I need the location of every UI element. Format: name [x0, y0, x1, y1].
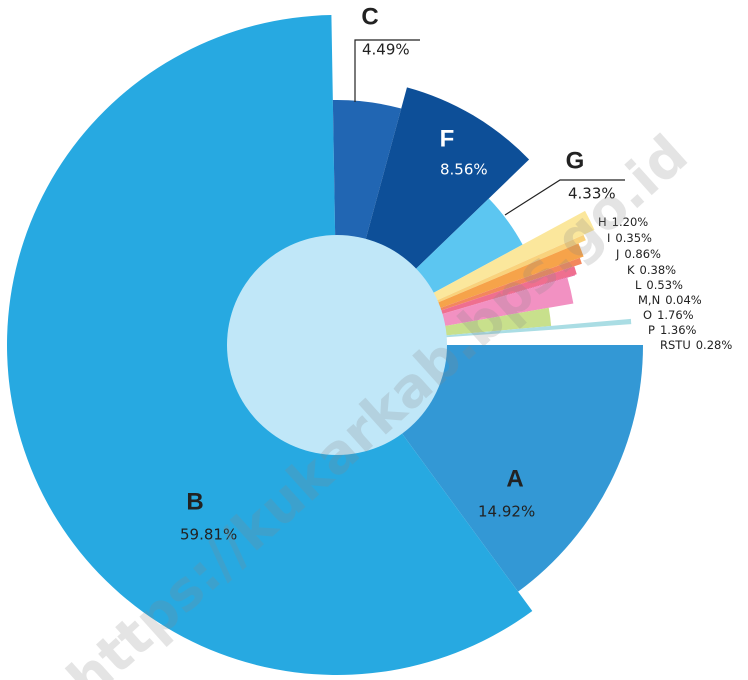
slice-name: M,N	[638, 293, 660, 307]
slice-name: C	[361, 3, 378, 30]
slice-value-label: 1.20%	[612, 215, 649, 229]
slice-value-label: 0.28%	[696, 338, 733, 352]
slice-name: I	[607, 231, 610, 245]
slice-value-label: 0.38%	[640, 263, 677, 277]
small-label: RSTU 0.28%	[660, 338, 732, 352]
small-label: O 1.76%	[643, 308, 694, 322]
slice-value-label: 1.76%	[657, 308, 694, 322]
slice-value-label: 0.04%	[665, 293, 702, 307]
small-label: M,N 0.04%	[638, 293, 702, 307]
slice-name: B	[186, 488, 203, 515]
slice-value-label: 14.92%	[478, 503, 535, 521]
small-label: P 1.36%	[648, 323, 697, 337]
leader-line	[354, 39, 420, 102]
small-label: K 0.38%	[627, 263, 676, 277]
slice-name: G	[566, 147, 585, 174]
slice-value-label: 4.49%	[362, 41, 410, 59]
slice-value-label: 4.33%	[568, 185, 616, 203]
slice-name: K	[627, 263, 635, 277]
slice-value-label: 8.56%	[440, 161, 488, 179]
slice-name: J	[615, 247, 619, 261]
donut-hole	[227, 235, 447, 455]
labels: A14.92%B59.81%C4.49%F8.56% G4.33%H 1.20%I 0…	[180, 3, 732, 543]
slice-name: O	[643, 308, 652, 322]
slice-name: A	[506, 465, 523, 492]
slice-name: H	[598, 215, 607, 229]
slice-value-label: 59.81%	[180, 526, 237, 544]
small-label: I 0.35%	[607, 231, 652, 245]
slice-value-label: 0.86%	[624, 247, 661, 261]
small-label: L 0.53%	[635, 278, 683, 292]
small-label: H 1.20%	[598, 215, 648, 229]
slice-name: F	[440, 125, 455, 152]
small-label: J 0.86%	[615, 247, 661, 261]
slice-value-label: 0.35%	[615, 231, 652, 245]
slice-name: P	[648, 323, 655, 337]
slice-name: L	[635, 278, 642, 292]
leader-line	[504, 179, 625, 216]
slice-name: RSTU	[660, 338, 691, 352]
slice-value-label: 0.53%	[646, 278, 683, 292]
slice-value-label: 1.36%	[660, 323, 697, 337]
